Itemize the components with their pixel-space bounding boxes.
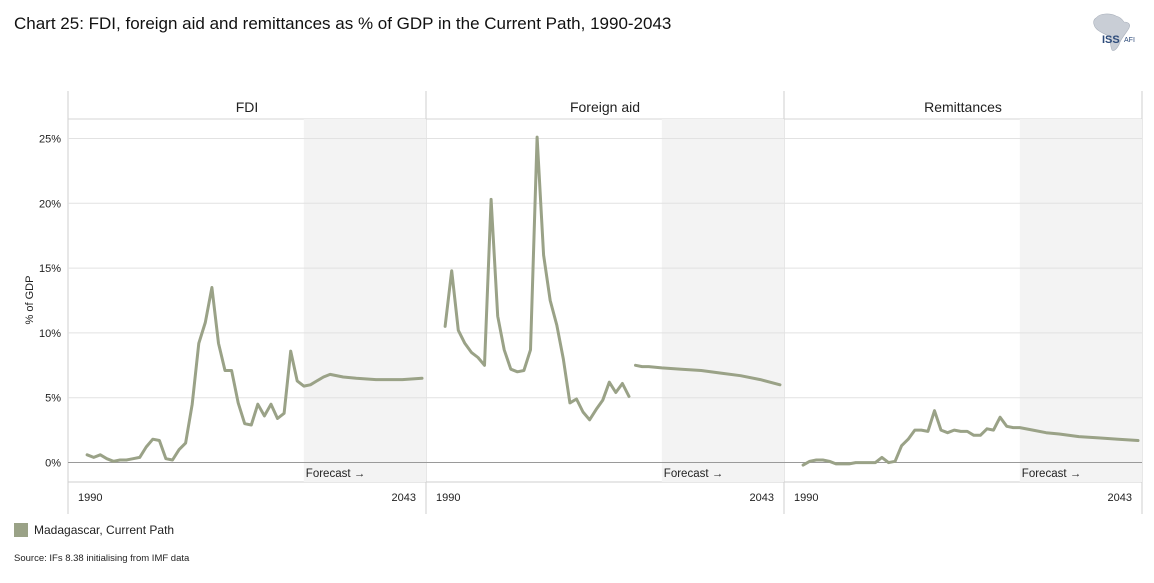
series-line — [443, 135, 631, 422]
x-tick-label: 1990 — [78, 492, 102, 504]
y-tick-label: 5% — [45, 393, 61, 405]
series-line — [85, 286, 424, 463]
y-tick-label: 25% — [39, 133, 61, 145]
legend: Madagascar, Current Path — [14, 523, 174, 537]
x-tick-label: 1990 — [436, 492, 460, 504]
logo-text-main: ISS — [1102, 34, 1120, 46]
y-axis-label: % of GDP — [24, 276, 36, 325]
logo-text-sub: AFI — [1124, 37, 1135, 44]
legend-swatch — [14, 523, 28, 537]
series-line — [634, 363, 782, 387]
forecast-label: Forecast → — [1022, 468, 1081, 480]
panel-fdi: FDI Forecast → 1990 2043 — [68, 99, 426, 504]
x-tick-label: 2043 — [1108, 492, 1132, 504]
y-tick-label: 20% — [39, 198, 61, 210]
y-tick-label: 15% — [39, 263, 61, 275]
panel-remittances: Remittances Forecast → 1990 2043 — [784, 99, 1142, 504]
panel-title: FDI — [236, 99, 259, 115]
forecast-region — [661, 119, 784, 482]
x-tick-label: 2043 — [750, 492, 774, 504]
series-line — [801, 409, 1140, 467]
x-tick-label: 1990 — [794, 492, 818, 504]
x-tick-label: 2043 — [392, 492, 416, 504]
forecast-region — [303, 119, 426, 482]
y-tick-label: 10% — [39, 328, 61, 340]
iss-afi-logo: ISS AFI — [1086, 10, 1146, 54]
legend-label: Madagascar, Current Path — [34, 523, 175, 537]
forecast-region — [1019, 119, 1142, 482]
forecast-label: Forecast → — [306, 468, 365, 480]
panel-foreign-aid: Foreign aid Forecast → 1990 2043 — [426, 99, 784, 504]
panel-title: Remittances — [924, 99, 1002, 115]
panel-title: Foreign aid — [570, 99, 640, 115]
y-tick-label: 0% — [45, 458, 61, 470]
africa-map-icon: ISS AFI — [1093, 13, 1135, 51]
source-note: Source: IFs 8.38 initialising from IMF d… — [14, 553, 190, 564]
chart-title: Chart 25: FDI, foreign aid and remittanc… — [14, 14, 672, 33]
forecast-label: Forecast → — [664, 468, 723, 480]
